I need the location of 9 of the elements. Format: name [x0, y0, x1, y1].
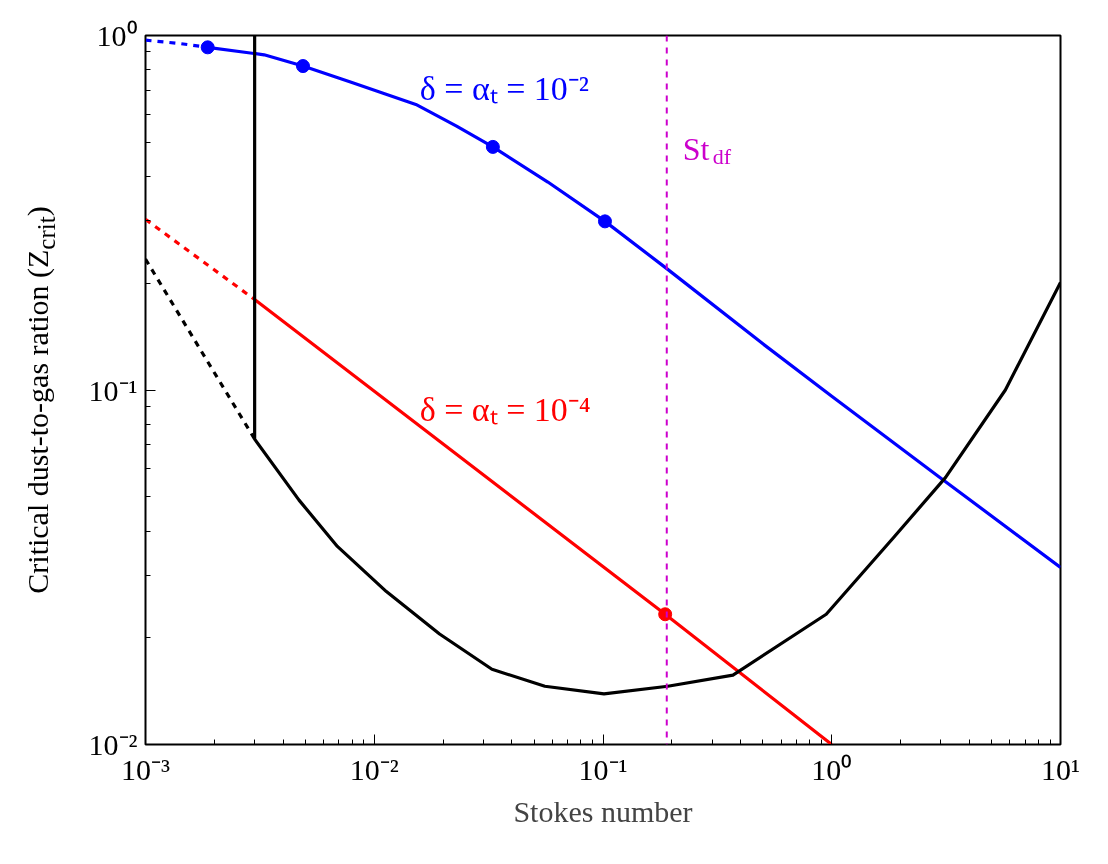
series-label: δ = αₜ = 10⁻² [419, 69, 590, 107]
y-tick-label: 10⁻¹ [88, 373, 138, 407]
y-tick-label: 10⁰ [96, 19, 138, 52]
x-tick-label: 10⁰ [811, 752, 853, 786]
x-tick-label: 10¹ [1041, 752, 1080, 786]
x-axis-title: Stokes number [513, 794, 693, 828]
series-label: δ = αₜ = 10⁻⁴ [419, 391, 591, 429]
x-tick-label: 10⁻¹ [578, 752, 628, 786]
x-tick-label: 10⁻² [349, 752, 399, 786]
